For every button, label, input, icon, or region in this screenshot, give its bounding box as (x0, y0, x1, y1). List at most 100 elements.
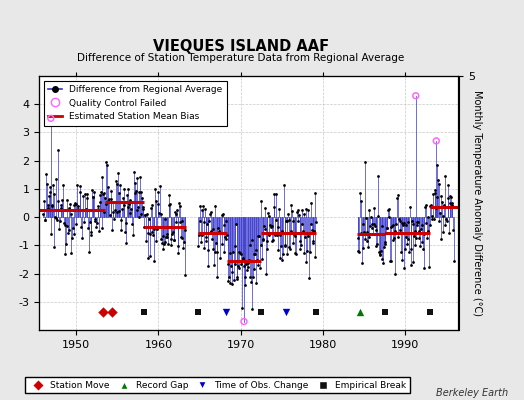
Point (207, 228, 215, 234)
Point (296, 238, 304, 244)
Point (275, 206, 283, 212)
Point (243, 260, 252, 266)
Point (108, 227, 116, 234)
Point (431, 190, 440, 197)
Point (117, 227, 125, 234)
Point (198, 207, 206, 213)
Point (238, 304, 246, 311)
Point (285, 244, 293, 251)
Point (239, 256, 248, 263)
Point (282, 251, 291, 257)
Point (196, 218, 204, 225)
Point (398, 220, 407, 226)
Point (132, 188, 140, 195)
Point (82, 194, 91, 201)
Point (120, 186, 128, 192)
Point (228, 281, 237, 287)
Point (272, 191, 280, 198)
Point (67, 210, 75, 217)
Point (232, 221, 240, 227)
Point (92, 224, 100, 230)
Point (155, 210, 163, 216)
Point (89, 194, 97, 200)
Point (450, 258, 458, 264)
Point (229, 249, 237, 256)
Point (48, 202, 56, 208)
Point (167, 242, 175, 248)
Point (358, 260, 366, 266)
Point (73, 206, 82, 212)
Point (145, 252, 154, 259)
Point (95, 192, 104, 198)
Point (445, 230, 453, 236)
Point (402, 222, 411, 228)
Point (356, 230, 365, 236)
Point (98, 225, 106, 232)
Point (299, 227, 307, 234)
Point (218, 241, 226, 248)
Point (294, 206, 302, 213)
Point (312, 219, 320, 226)
Point (304, 232, 313, 239)
Point (301, 234, 309, 241)
Point (194, 243, 202, 250)
Point (49, 190, 58, 197)
Point (281, 243, 289, 250)
Point (201, 206, 209, 213)
Point (396, 227, 404, 234)
Point (53, 217, 61, 223)
Point (113, 180, 121, 187)
Point (232, 274, 241, 280)
Point (245, 257, 253, 263)
Point (289, 218, 297, 224)
Point (237, 260, 246, 267)
Point (365, 206, 373, 213)
Point (236, 250, 244, 256)
Point (312, 308, 321, 315)
Point (401, 234, 410, 240)
Point (405, 249, 413, 255)
Point (297, 242, 305, 248)
Point (385, 206, 393, 212)
Point (425, 308, 434, 315)
Point (443, 217, 451, 224)
Point (144, 254, 152, 261)
Point (249, 251, 258, 257)
Point (267, 238, 276, 244)
Point (76, 182, 84, 189)
Point (102, 158, 110, 165)
Point (69, 225, 77, 231)
Point (108, 209, 117, 215)
Point (159, 232, 168, 239)
Point (233, 276, 242, 282)
Point (128, 221, 137, 227)
Point (240, 318, 248, 325)
Point (129, 232, 137, 238)
Point (259, 236, 267, 242)
Point (62, 241, 70, 247)
Point (134, 204, 142, 210)
Point (213, 274, 221, 280)
Point (136, 174, 144, 180)
Point (79, 193, 88, 199)
Point (268, 223, 276, 229)
Point (417, 239, 425, 245)
Point (139, 203, 148, 210)
Point (241, 281, 249, 288)
Point (374, 172, 382, 179)
Point (424, 228, 432, 234)
Point (377, 247, 385, 254)
Point (70, 202, 79, 208)
Point (266, 222, 275, 228)
Point (434, 177, 442, 183)
Point (300, 211, 308, 217)
Point (412, 235, 420, 242)
Point (437, 192, 445, 199)
Point (384, 207, 392, 213)
Point (156, 236, 165, 243)
Point (156, 183, 164, 189)
Point (148, 228, 157, 235)
Point (443, 182, 452, 188)
Point (42, 181, 51, 188)
Point (408, 258, 417, 265)
